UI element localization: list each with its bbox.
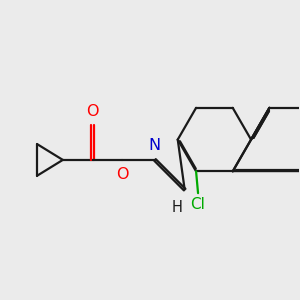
Text: H: H (171, 200, 182, 214)
Text: O: O (86, 104, 99, 119)
Text: Cl: Cl (190, 197, 206, 212)
Text: O: O (116, 167, 129, 182)
Text: N: N (148, 138, 160, 153)
